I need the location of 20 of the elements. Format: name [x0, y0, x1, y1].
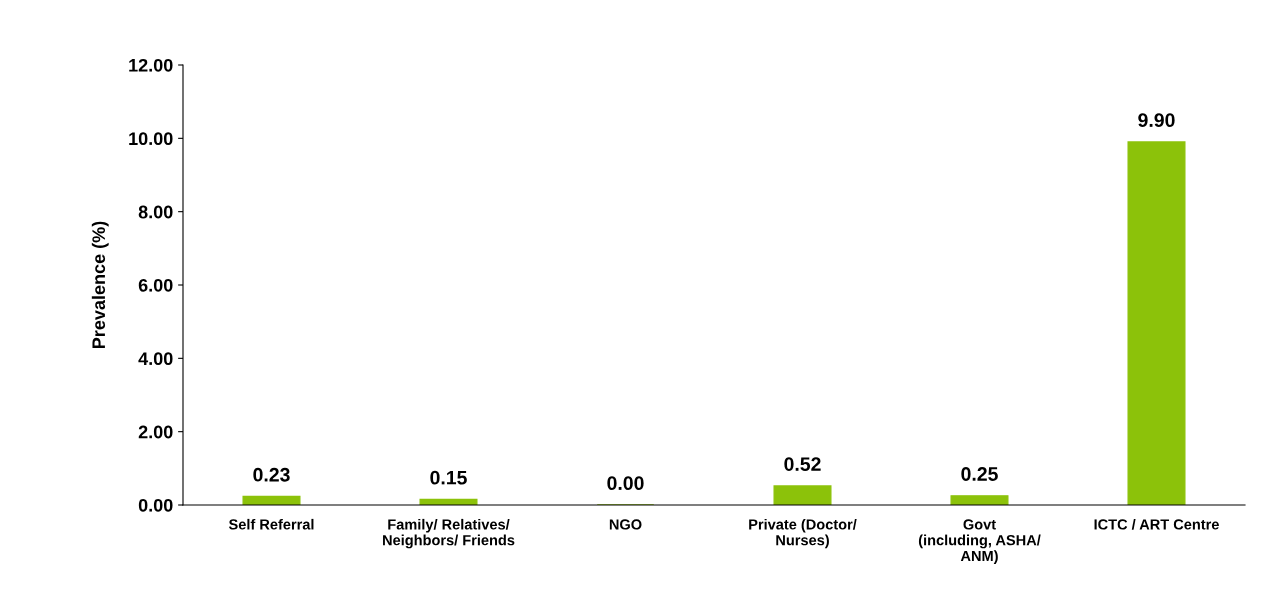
data-label: 0.00 [607, 476, 644, 491]
y-tick-label: 4.00 [138, 352, 173, 366]
y-tick-label: 6.00 [138, 278, 173, 292]
y-tick-label: 8.00 [138, 205, 173, 219]
data-label: 0.25 [961, 467, 998, 481]
x-tick-label: Family/ Relatives/ Neighbors/ Friends [383, 518, 515, 549]
data-label: 0.23 [253, 467, 290, 482]
x-tick-label: Private (Doctor/ Nurses) [749, 518, 857, 549]
y-tick-label: 2.00 [138, 425, 173, 439]
y-axis-title: Prevalence (%) [91, 221, 109, 349]
x-tick-label: NGO [609, 519, 642, 530]
y-tick-label: 10.00 [129, 132, 173, 146]
y-tick-label: 0.00 [138, 498, 173, 512]
data-label: 0.15 [430, 470, 467, 485]
x-tick-label: Govt (including, ASHA/ ANM) [918, 519, 1041, 564]
y-tick-label: 12.00 [129, 58, 173, 72]
x-tick-label: Self Referral [228, 518, 314, 530]
x-tick-label: ICTC / ART Centre [1094, 518, 1219, 530]
data-label: 9.90 [1138, 113, 1175, 128]
data-label: 0.52 [784, 457, 821, 471]
